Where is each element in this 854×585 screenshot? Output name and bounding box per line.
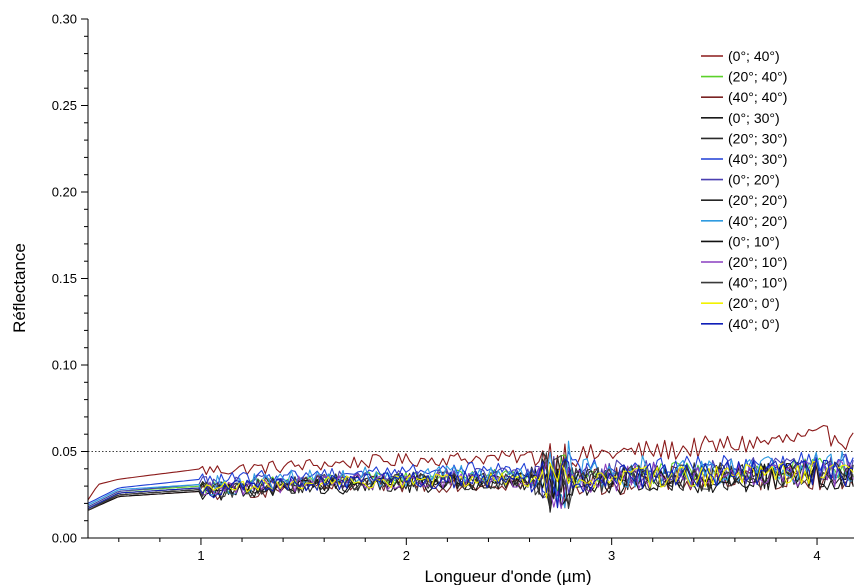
- legend-label: (0°; 10°): [728, 233, 780, 249]
- legend: (0°; 40°) (20°; 40°) (40°; 40°) (0°; 30°) (2…: [701, 48, 787, 332]
- legend-label: (20°; 0°): [728, 295, 780, 311]
- legend-label: (40°; 20°): [728, 213, 787, 229]
- legend-label: (20°; 10°): [728, 254, 787, 270]
- x-axis-title: Longueur d'onde (µm): [424, 567, 591, 585]
- legend-label: (0°; 40°): [728, 48, 780, 64]
- legend-label: (20°; 30°): [728, 130, 787, 146]
- legend-label: (20°; 20°): [728, 192, 787, 208]
- x-tick-label: 2: [403, 548, 410, 563]
- series-line: [87, 461, 854, 510]
- series-line: [87, 457, 854, 511]
- x-tick-label: 3: [608, 548, 615, 563]
- legend-label: (40°; 10°): [728, 275, 787, 291]
- legend-label: (0°; 20°): [728, 172, 780, 188]
- x-axis-ticks: 1 2 3 4: [118, 538, 821, 563]
- series-line: [87, 440, 854, 509]
- legend-label: (40°; 0°): [728, 316, 780, 332]
- x-tick-label: 1: [197, 548, 204, 563]
- y-tick-label: 0.05: [52, 444, 77, 459]
- y-axis-title: Réflectance: [10, 243, 29, 333]
- y-axis-ticks: 0.00 0.05 0.10 0.15 0.20 0.25 0.30: [52, 12, 88, 546]
- y-tick-label: 0.00: [52, 531, 77, 546]
- series-line: [87, 458, 854, 510]
- series-line: [87, 462, 854, 511]
- legend-label: (40°; 30°): [728, 151, 787, 167]
- y-tick-label: 0.30: [52, 12, 77, 27]
- plot-area: [87, 424, 854, 513]
- legend-label: (40°; 40°): [728, 89, 787, 105]
- legend-label: (20°; 40°): [728, 69, 787, 85]
- y-tick-label: 0.10: [52, 358, 77, 373]
- legend-label: (0°; 30°): [728, 110, 780, 126]
- y-tick-label: 0.20: [52, 185, 77, 200]
- series-line: [87, 458, 854, 510]
- y-tick-label: 0.15: [52, 271, 77, 286]
- x-tick-label: 4: [813, 548, 820, 563]
- y-tick-label: 0.25: [52, 98, 77, 113]
- series-line: [87, 452, 854, 511]
